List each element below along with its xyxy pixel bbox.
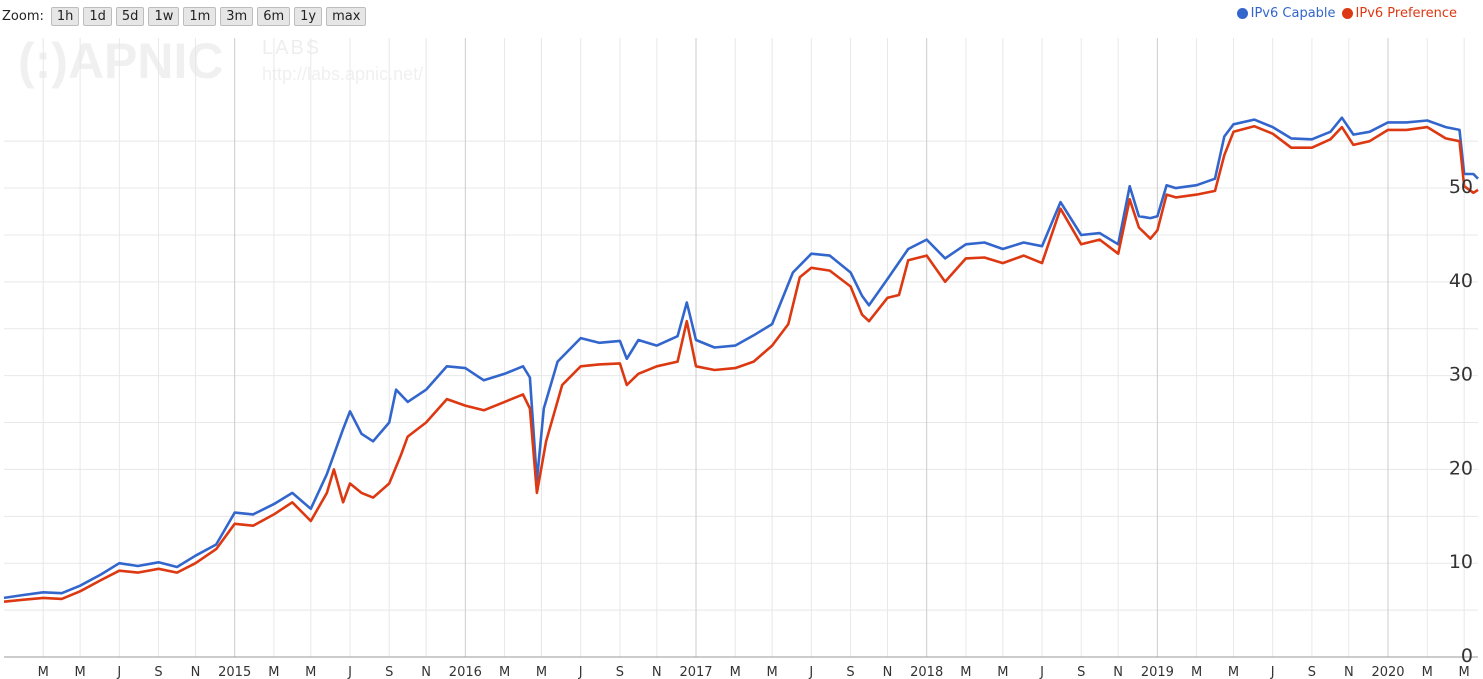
x-tick-label: S [154,665,162,679]
y-tick-label: 40 [1449,270,1473,292]
x-tick-label: M [75,665,86,679]
watermark-labs: LABS [262,37,321,59]
x-tick-label: M [997,665,1008,679]
zoom-1m-button[interactable]: 1m [183,6,217,26]
x-tick-label: 2015 [218,665,251,679]
legend-item-preference[interactable]: IPv6 Preference [1341,6,1457,21]
x-tick-label: N [191,665,201,679]
x-tick-label: M [268,665,279,679]
y-tick-label: 50 [1449,176,1473,198]
x-tick-label: J [808,665,813,679]
x-tick-label: S [385,665,393,679]
x-tick-label: N [421,665,431,679]
x-tick-label: 2020 [1371,665,1404,679]
y-axis: 0 10 20 30 40 50 [1449,176,1473,667]
x-tick-label: 2018 [910,665,943,679]
legend-label-preference: IPv6 Preference [1355,6,1457,21]
x-tick-label: J [116,665,121,679]
x-tick-label: M [305,665,316,679]
x-tick-label: M [536,665,547,679]
x-tick-label: S [846,665,854,679]
x-tick-label: 2017 [679,665,712,679]
x-tick-label: M [38,665,49,679]
x-tick-label: M [1459,665,1470,679]
x-tick-label: N [1344,665,1354,679]
x-tick-label: N [1113,665,1123,679]
x-tick-label: M [767,665,778,679]
x-tick-label: J [1039,665,1044,679]
x-tick-label: M [1191,665,1202,679]
zoom-bar: Zoom: 1h 1d 5d 1w 1m 3m 6m 1y max [2,5,367,27]
x-tick-label: N [883,665,893,679]
x-tick-label: J [347,665,352,679]
x-tick-label: N [652,665,662,679]
zoom-1d-button[interactable]: 1d [83,6,112,26]
zoom-6m-button[interactable]: 6m [257,6,291,26]
series-line-ipv6-capable [3,116,1479,600]
x-tick-label: M [960,665,971,679]
zoom-5d-button[interactable]: 5d [115,6,145,26]
zoom-max-button[interactable]: max [326,6,367,26]
x-tick-label: M [1422,665,1433,679]
x-tick-label: J [1270,665,1275,679]
x-tick-label: M [1228,665,1239,679]
x-tick-label: M [730,665,741,679]
y-tick-label: 30 [1449,364,1473,386]
x-tick-label: S [616,665,624,679]
y-tick-label: 10 [1449,551,1473,573]
x-tick-label: 2019 [1141,665,1174,679]
x-tick-label: S [1077,665,1085,679]
y-tick-label: 0 [1461,645,1473,667]
series-lines [3,116,1479,603]
y-tick-label: 20 [1449,457,1473,479]
watermark: (:)APNIC LABS http://labs.apnic.net/ [18,33,423,89]
zoom-label: Zoom: [2,8,44,24]
legend-label-capable: IPv6 Capable [1250,6,1336,21]
legend-dot-icon [1236,8,1248,19]
x-tick-label: S [1308,665,1316,679]
zoom-3m-button[interactable]: 3m [220,6,254,26]
x-tick-label: 2016 [449,665,482,679]
x-tick-label: M [499,665,510,679]
legend: IPv6 Capable IPv6 Preference [1236,6,1457,21]
x-tick-label: J [578,665,583,679]
grid [4,38,1478,658]
x-axis: M M J S N 2015 M M J S N 2016 M M J S N 2017 M M J S N 2018 M M J S… [4,656,1478,679]
zoom-1y-button[interactable]: 1y [294,6,323,26]
zoom-1h-button[interactable]: 1h [50,6,80,26]
zoom-1w-button[interactable]: 1w [148,6,180,26]
watermark-logo: (:)APNIC [18,33,224,89]
legend-item-capable[interactable]: IPv6 Capable [1236,6,1336,21]
series-line-ipv6-preference [3,124,1479,603]
watermark-url: http://labs.apnic.net/ [262,64,423,84]
legend-dot-icon [1341,8,1353,19]
